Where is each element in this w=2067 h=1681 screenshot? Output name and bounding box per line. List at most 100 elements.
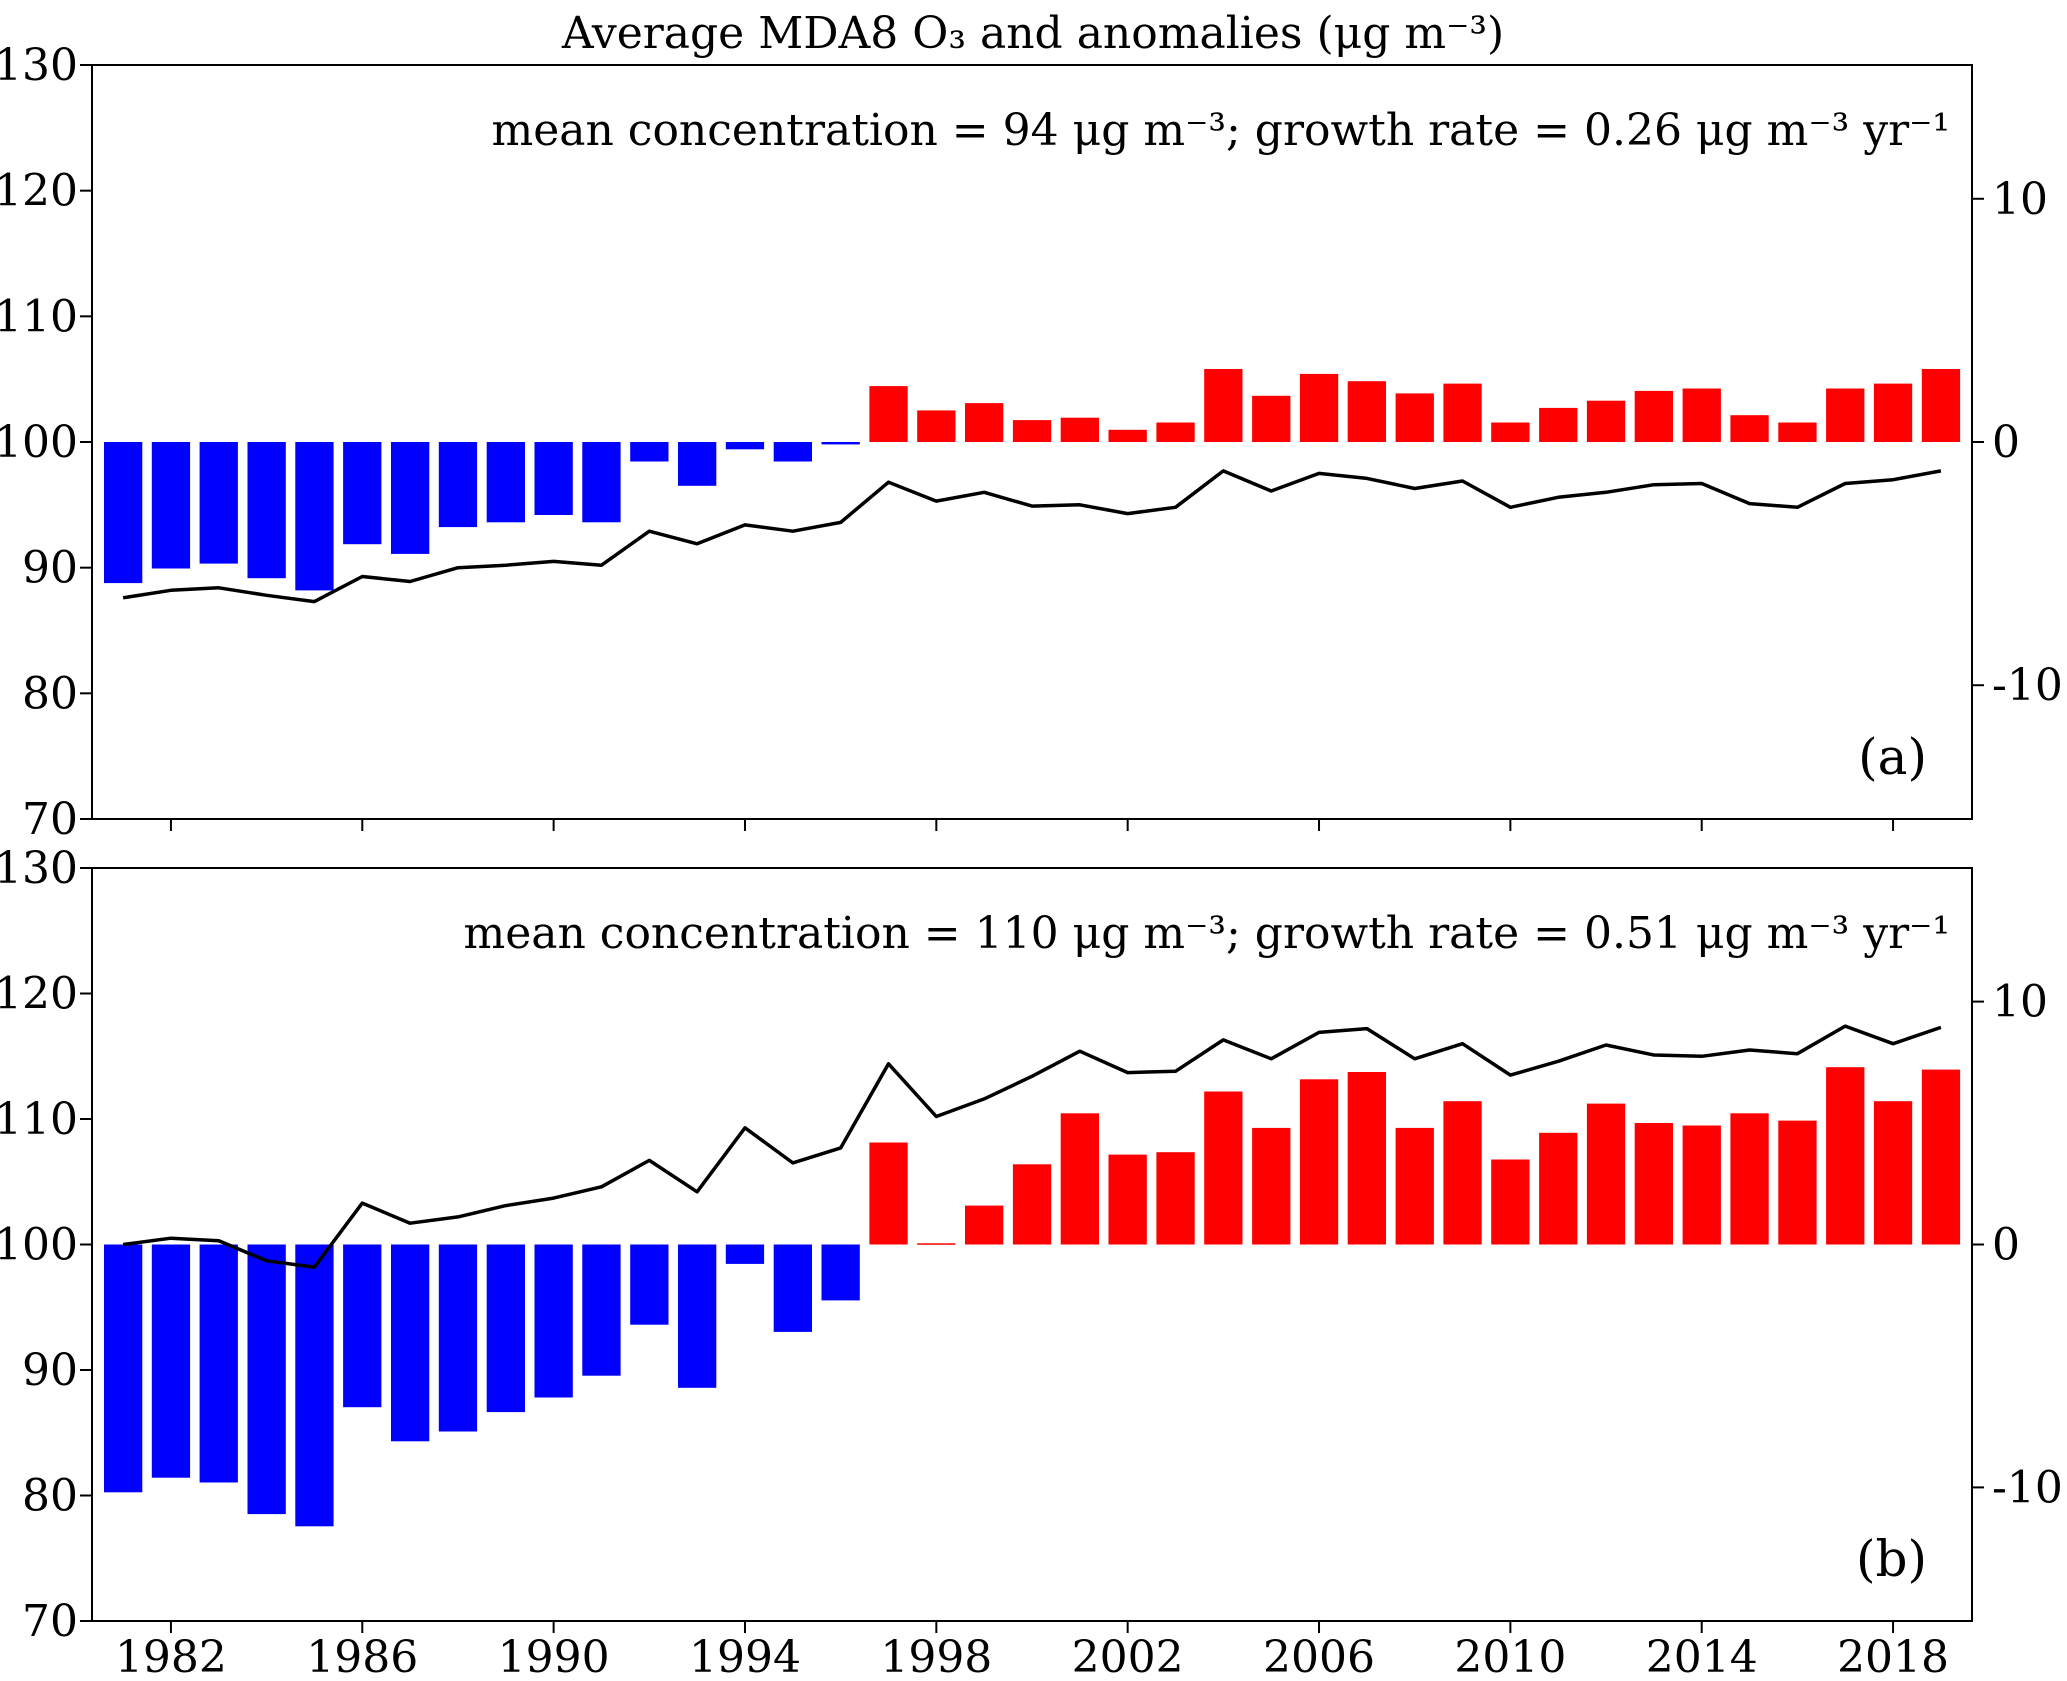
- left-axis-tick-label: 130: [0, 843, 78, 894]
- anomaly-bar: [534, 442, 573, 515]
- anomaly-bar: [917, 1243, 956, 1245]
- left-axis-tick-label: 90: [22, 543, 78, 594]
- x-axis-tick-label: 2014: [1646, 1632, 1758, 1681]
- anomaly-bar: [1730, 1113, 1769, 1245]
- right-axis-tick-label: 0: [1992, 417, 2020, 468]
- anomaly-bar: [104, 1244, 143, 1493]
- x-axis-tick-label: 1998: [880, 1632, 992, 1681]
- anomaly-bar: [773, 442, 812, 462]
- left-axis-tick-label: 100: [0, 1220, 78, 1271]
- anomaly-bar: [1204, 1091, 1243, 1245]
- right-axis-tick-label: -10: [1992, 660, 2063, 711]
- anomaly-bar: [1539, 407, 1578, 442]
- anomaly-bar: [1299, 373, 1339, 442]
- left-axis-tick-label: 70: [22, 794, 78, 845]
- left-axis-tick-label: 80: [22, 1471, 78, 1522]
- chart-title: Average MDA8 O₃ and anomalies (μg m⁻³): [561, 8, 1504, 59]
- anomaly-bar: [917, 410, 956, 442]
- anomaly-bar: [1586, 400, 1626, 442]
- right-axis-tick-label: 10: [1992, 977, 2048, 1028]
- anomaly-bar: [534, 1244, 573, 1398]
- anomaly-bar: [869, 1142, 908, 1245]
- anomaly-bar: [1252, 395, 1291, 442]
- anomaly-bar: [1204, 369, 1243, 442]
- x-axis: 1982 1986 1990 1994 1998 2002 2006 2010 2014 2018: [115, 1632, 1949, 1681]
- anomaly-bar: [1443, 383, 1482, 442]
- anomaly-bar: [630, 442, 669, 462]
- anomaly-bar: [199, 1244, 238, 1483]
- x-axis-tick-label: 1986: [306, 1632, 418, 1681]
- right-axis-tick-label: 10: [1992, 174, 2048, 225]
- anomaly-bar: [965, 1205, 1004, 1245]
- anomaly-bar: [1347, 1072, 1386, 1245]
- panel-label: (b): [1856, 1530, 1927, 1588]
- x-axis-tick-label: 1994: [689, 1632, 801, 1681]
- anomaly-bar: [1778, 1120, 1817, 1245]
- anomaly-bar: [1156, 422, 1195, 442]
- left-axis-tick-label: 120: [0, 969, 78, 1020]
- anomaly-bar: [1347, 381, 1386, 442]
- left-axis-tick-label: 120: [0, 166, 78, 217]
- anomaly-bar: [151, 1244, 191, 1478]
- anomaly-bar: [1682, 1125, 1721, 1245]
- anomaly-bar: [343, 442, 382, 545]
- left-axis-tick-label: 100: [0, 417, 78, 468]
- concentration-line: [122, 1024, 1942, 1269]
- anomaly-bar: [1778, 422, 1817, 442]
- anomaly-bar: [1826, 1067, 1865, 1245]
- concentration-line: [122, 469, 1942, 604]
- anomaly-bar: [1873, 1101, 1913, 1245]
- anomaly-bar: [630, 1244, 669, 1325]
- right-axis-tick-label: 0: [1992, 1220, 2020, 1271]
- anomaly-bar: [821, 442, 860, 445]
- anomaly-bar: [1682, 388, 1721, 442]
- anomaly-bar: [1539, 1132, 1578, 1245]
- x-axis-tick-label: 1982: [115, 1632, 227, 1681]
- anomaly-bar: [869, 386, 908, 442]
- anomaly-bar: [151, 442, 191, 569]
- anomaly-bar: [1156, 1152, 1195, 1245]
- x-axis-tick-label: 2010: [1454, 1632, 1566, 1681]
- left-axis-tick-label: 130: [0, 40, 78, 91]
- anomaly-bar: [1395, 1127, 1434, 1245]
- anomaly-bar: [104, 442, 143, 584]
- x-axis-tick-label: 2006: [1263, 1632, 1375, 1681]
- anomaly-bar: [486, 442, 525, 523]
- anomaly-bar: [1921, 1069, 1961, 1245]
- anomaly-bar: [1395, 393, 1434, 442]
- anomaly-bar: [965, 403, 1004, 442]
- anomaly-bar: [582, 442, 621, 523]
- anomaly-bar: [1491, 1159, 1530, 1245]
- anomaly-bar: [725, 1244, 765, 1264]
- anomaly-bar: [678, 1244, 717, 1388]
- anomaly-bar: [1586, 1103, 1626, 1245]
- annotation: mean concentration = 94 μg m⁻³; growth r…: [491, 105, 1950, 156]
- left-axis-tick-label: 80: [22, 668, 78, 719]
- anomaly-bar: [391, 442, 430, 554]
- anomaly-bar: [199, 442, 238, 564]
- annotation: mean concentration = 110 μg m⁻³; growth …: [463, 908, 1950, 959]
- anomaly-bar: [1108, 1154, 1147, 1245]
- anomaly-bar: [582, 1244, 621, 1376]
- anomaly-bar: [343, 1244, 382, 1408]
- anomaly-bar: [725, 442, 765, 450]
- anomaly-bar: [1491, 422, 1530, 442]
- anomaly-bar: [295, 442, 334, 591]
- x-axis-tick-label: 2018: [1837, 1632, 1949, 1681]
- anomaly-bar: [1012, 420, 1052, 442]
- anomaly-bar: [247, 1244, 286, 1515]
- left-axis-tick-label: 90: [22, 1345, 78, 1396]
- anomaly-bar: [1012, 1164, 1052, 1245]
- left-axis-tick-label: 110: [0, 1094, 78, 1145]
- left-axis-tick-label: 110: [0, 291, 78, 342]
- anomaly-bar: [1060, 1113, 1099, 1245]
- anomaly-bar: [1108, 429, 1147, 442]
- anomaly-bar: [1826, 388, 1865, 442]
- anomaly-bar: [1730, 415, 1769, 442]
- anomaly-bar: [1252, 1127, 1291, 1245]
- anomaly-bar: [438, 442, 478, 528]
- anomaly-bar: [486, 1244, 525, 1413]
